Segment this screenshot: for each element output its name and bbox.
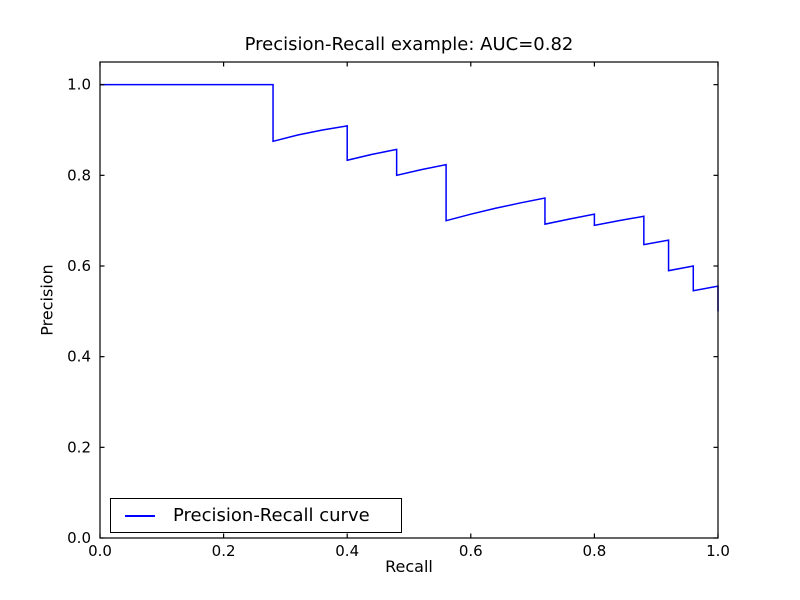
x-tick-label: 0.0 bbox=[88, 542, 112, 560]
x-tick-label: 0.2 bbox=[212, 542, 236, 560]
y-tick-label: 0.2 bbox=[67, 438, 91, 456]
precision-recall-curve bbox=[100, 83, 719, 312]
y-tick-label: 0.4 bbox=[67, 348, 91, 366]
x-tick-label: 0.6 bbox=[459, 542, 483, 560]
y-tick-label: 0.0 bbox=[67, 529, 91, 547]
x-tick-label: 0.4 bbox=[335, 542, 359, 560]
y-tick-label: 1.0 bbox=[67, 76, 91, 94]
x-axis-label: Recall bbox=[385, 557, 433, 576]
x-tick-label: 0.8 bbox=[582, 542, 606, 560]
y-axis-label: Precision bbox=[37, 264, 57, 336]
y-tick-label: 0.8 bbox=[67, 166, 91, 184]
chart-title: Precision-Recall example: AUC=0.82 bbox=[244, 34, 574, 55]
y-tick-label: 0.6 bbox=[67, 257, 91, 275]
legend-label: Precision-Recall curve bbox=[173, 505, 370, 526]
legend-line-sample-icon bbox=[125, 514, 155, 517]
legend: Precision-Recall curve bbox=[110, 498, 402, 533]
x-tick-label: 1.0 bbox=[706, 542, 730, 560]
axes-frame bbox=[99, 61, 719, 539]
